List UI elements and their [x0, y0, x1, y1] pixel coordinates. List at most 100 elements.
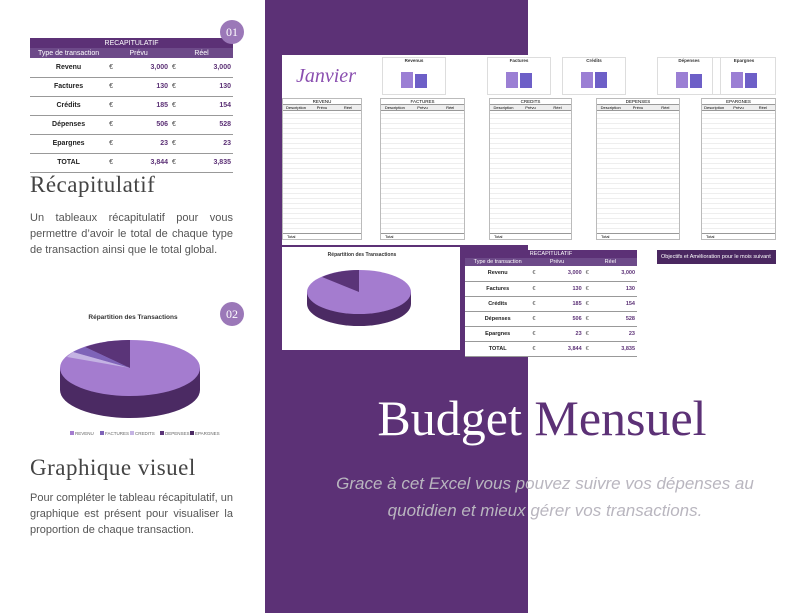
recap-grid: RECAPITULATIF Type de transaction Prévu Rée…	[465, 250, 637, 357]
actual-value: 3,000	[597, 266, 637, 282]
month-table: REVENU Description Prévu Réel Total	[282, 98, 362, 240]
recap-grid: RECAPITULATIF Type de transaction Prévu Rée…	[30, 38, 233, 173]
currency: €	[583, 281, 598, 297]
column-header: Description	[600, 105, 621, 110]
column-header: Description	[285, 105, 306, 110]
column-header: Réel	[758, 105, 767, 110]
month-table: EPARGNES Description Prévu Réel Total	[701, 98, 776, 240]
planned-value: 185	[123, 96, 171, 116]
recap-table: RECAPITULATIF Type de transaction Prévu Rée…	[30, 38, 233, 173]
total-label: Total	[283, 233, 361, 239]
recap-row: Revenu €3,000 €3,000	[465, 266, 637, 282]
recap-row: Dépenses €506 €528	[465, 311, 637, 327]
column-header: Description	[493, 105, 514, 110]
hero-title: Budget Mensuel	[377, 390, 706, 446]
currency: €	[583, 311, 598, 327]
currency: €	[583, 296, 598, 312]
preview-pie: Répartition des Transactions	[282, 247, 460, 350]
row-label: Revenu	[30, 58, 108, 78]
badge: 02	[220, 302, 244, 326]
pie-slice	[322, 270, 359, 292]
preview-recap: RECAPITULATIF Type de transaction Prévu Rée…	[465, 250, 637, 357]
section-heading: Récapitulatif	[30, 172, 156, 197]
actual-value: 528	[186, 115, 233, 135]
mini-bar	[595, 72, 607, 88]
pie-slice	[73, 347, 130, 368]
currency: €	[530, 341, 545, 357]
currency: €	[107, 115, 124, 135]
table-columns: Description Prévu Réel	[702, 105, 775, 111]
section-text: Un tableaux récapitulatif pour vous perm…	[30, 212, 233, 256]
row-label: TOTAL	[30, 153, 108, 173]
column-header: Réel	[343, 105, 353, 110]
preview-pie-title: Répartition des Transactions	[328, 252, 397, 258]
currency: €	[583, 326, 598, 342]
recap-row: Epargnes €23 €23	[465, 326, 637, 342]
month-table: FACTURES Description Prévu Réel Total	[380, 98, 465, 240]
actual-value: 23	[597, 326, 637, 342]
column-header: Type de transaction	[30, 48, 108, 58]
row-label: Epargnes	[30, 134, 108, 154]
recap-row: Factures €130 €130	[30, 77, 233, 97]
badge: 01	[220, 20, 244, 44]
recap-row: Dépenses €506 €528	[30, 115, 233, 135]
currency: €	[530, 296, 545, 312]
mini-bar	[506, 72, 518, 88]
table-columns: Description Prévu Réel	[381, 105, 464, 111]
currency: €	[170, 134, 187, 154]
month-table: CREDITS Description Prévu Réel Total	[489, 98, 572, 240]
legend-label: EPARGNES	[195, 431, 220, 436]
currency: €	[107, 77, 124, 97]
currency: €	[170, 77, 187, 97]
table-title: REVENU	[283, 99, 361, 105]
table-title: DEPENSES	[597, 99, 679, 105]
recap-title: RECAPITULATIF	[465, 250, 637, 258]
column-header: Description	[384, 105, 405, 110]
currency: €	[530, 266, 545, 282]
legend-swatch	[70, 431, 74, 435]
planned-value: 3,000	[544, 266, 584, 282]
mini-chart: Dépenses	[657, 57, 721, 95]
recap-title: RECAPITULATIF	[30, 38, 233, 48]
column-header: Réel	[446, 105, 455, 110]
column-header: Type de transaction	[465, 258, 531, 266]
pie-title: Répartition des Transactions	[88, 314, 178, 321]
planned-value: 3,844	[123, 153, 171, 173]
currency: €	[170, 96, 187, 116]
mini-bar	[401, 72, 413, 88]
title-row: RECAPITULATIF	[30, 38, 233, 48]
table-title: CREDITS	[490, 99, 571, 105]
planned-value: 23	[544, 326, 584, 342]
table-columns: Description Prévu Réel	[597, 105, 679, 111]
pie-legend: REVENU FACTURES CREDITS DEPENSES EPARGNES	[70, 431, 220, 436]
total-row: TOTAL €3,844 €3,835	[30, 153, 233, 173]
row-label: Dépenses	[30, 115, 108, 135]
column-header: Prévu	[530, 258, 584, 266]
pie-slice	[67, 352, 130, 368]
actual-value: 154	[186, 96, 233, 116]
section-text: Pour compléter le tableau récapitulatif,…	[30, 492, 234, 536]
column-header: Prévu	[733, 105, 744, 110]
actual-value: 23	[186, 134, 233, 154]
row-label: Dépenses	[465, 311, 531, 327]
actual-value: 130	[186, 77, 233, 97]
hero-subtitle: Grace à cet Excel vous pouvez suivre vos…	[336, 474, 754, 520]
actual-value: 3,835	[186, 153, 233, 173]
column-header: Réel	[170, 48, 233, 58]
table-columns: Description Prévu Réel	[283, 105, 361, 111]
row-label: Crédits	[30, 96, 108, 116]
column-header: Description	[704, 105, 725, 110]
mini-chart: Crédits	[562, 57, 626, 95]
recap-row: Epargnes €23 €23	[30, 134, 233, 154]
row-label: Factures	[30, 77, 108, 97]
actual-value: 154	[597, 296, 637, 312]
currency: €	[530, 311, 545, 327]
total-label: Total	[381, 233, 464, 239]
planned-value: 130	[123, 77, 171, 97]
column-header: Réel	[583, 258, 637, 266]
total-label: Total	[490, 233, 571, 239]
actual-value: 130	[597, 281, 637, 297]
total-label: Total	[702, 233, 775, 239]
planned-value: 506	[544, 311, 584, 327]
